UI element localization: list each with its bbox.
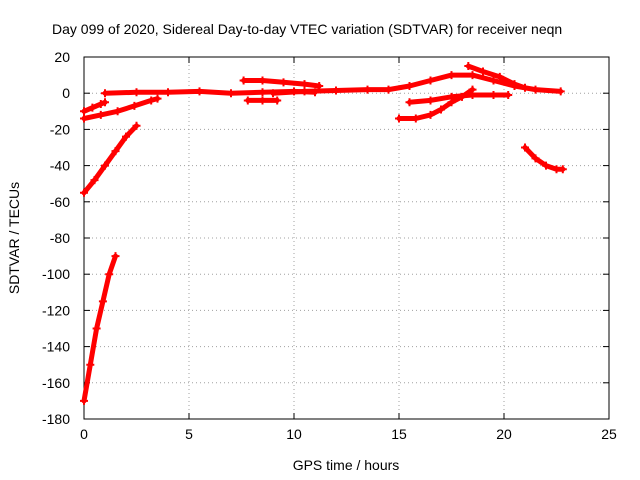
data-point	[405, 81, 414, 90]
data-point	[98, 297, 107, 306]
data-point	[101, 161, 109, 170]
data-point	[258, 96, 267, 105]
data-point	[132, 121, 141, 130]
data-point	[239, 76, 248, 85]
y-axis-title: SDTVAR / TECUs	[6, 182, 22, 294]
data-point	[273, 96, 282, 105]
data-point	[80, 114, 88, 123]
data-point	[92, 324, 101, 333]
data-point	[132, 88, 141, 97]
data-point	[80, 188, 88, 197]
data-point	[426, 76, 435, 85]
data-point	[258, 76, 267, 85]
data-point	[243, 96, 252, 105]
axis-ticks: 0 5 10 15 20 25 20 0 -20 -40 -60 -80 -100 -120 -140 -16…	[42, 49, 617, 442]
data-point	[556, 87, 565, 96]
y-tick-label: -80	[50, 230, 70, 246]
data-point	[122, 132, 130, 141]
data-point	[105, 270, 114, 279]
y-tick-label: -20	[50, 121, 70, 137]
data-point	[447, 92, 456, 101]
data-point	[332, 86, 340, 95]
data-point	[147, 96, 156, 105]
data-point	[258, 88, 267, 97]
data-point	[405, 98, 414, 107]
data-point	[88, 103, 97, 112]
data-point	[80, 107, 88, 116]
y-tick-label: -100	[42, 266, 70, 282]
x-axis-title: GPS time / hours	[293, 457, 400, 473]
data-point	[468, 91, 477, 100]
y-tick-label: -180	[42, 411, 70, 427]
data-point	[101, 89, 109, 98]
data-point	[279, 78, 288, 87]
data-point	[113, 107, 122, 116]
y-tick-label: -40	[50, 158, 70, 174]
x-tick-label: 20	[496, 426, 512, 442]
x-tick-label: 10	[286, 426, 302, 442]
data-point	[521, 83, 529, 92]
series-line	[81, 253, 118, 404]
data-point	[395, 114, 403, 123]
data-point	[101, 98, 109, 107]
data-point	[558, 165, 567, 174]
data-point	[363, 85, 372, 94]
data-point	[300, 87, 309, 96]
grid	[84, 57, 609, 419]
data-point	[90, 176, 99, 185]
data-point	[384, 85, 393, 94]
x-tick-label: 15	[391, 426, 407, 442]
data-point	[521, 143, 529, 152]
data-point	[130, 101, 139, 110]
data-point	[195, 87, 204, 96]
data-point	[111, 147, 120, 156]
data-point	[426, 110, 435, 119]
y-tick-label: 0	[62, 85, 70, 101]
data-point	[411, 114, 420, 123]
x-tick-label: 25	[601, 426, 617, 442]
data-point	[510, 80, 519, 89]
data-point	[164, 88, 172, 97]
y-tick-label: -120	[42, 302, 70, 318]
plot-area-border	[83, 56, 610, 420]
data-point	[489, 76, 498, 85]
chart-title: Day 099 of 2020, Sidereal Day-to-day VTE…	[52, 21, 562, 37]
data-point	[495, 72, 504, 81]
data-point	[437, 105, 445, 114]
data-series	[80, 62, 567, 405]
data-point	[479, 67, 487, 76]
x-tick-label: 5	[185, 426, 193, 442]
data-point	[153, 94, 162, 103]
data-point	[468, 71, 477, 80]
x-tick-label: 0	[80, 426, 88, 442]
data-point	[542, 161, 550, 170]
data-point	[96, 100, 105, 109]
data-point	[426, 96, 435, 105]
data-point	[447, 71, 456, 80]
data-point	[464, 62, 473, 71]
data-point	[227, 89, 235, 98]
data-point	[489, 91, 498, 100]
data-point	[111, 252, 120, 261]
data-point	[96, 110, 105, 119]
data-point	[269, 89, 277, 98]
y-tick-label: -160	[42, 375, 70, 391]
data-point	[531, 154, 540, 163]
y-tick-label: -140	[42, 339, 70, 355]
series-line	[81, 123, 139, 196]
data-point	[504, 91, 513, 100]
data-point	[86, 360, 95, 369]
data-point	[531, 85, 540, 94]
data-point	[300, 80, 309, 89]
data-point	[80, 396, 88, 405]
y-tick-label: -60	[50, 194, 70, 210]
y-tick-label: 20	[54, 49, 70, 65]
